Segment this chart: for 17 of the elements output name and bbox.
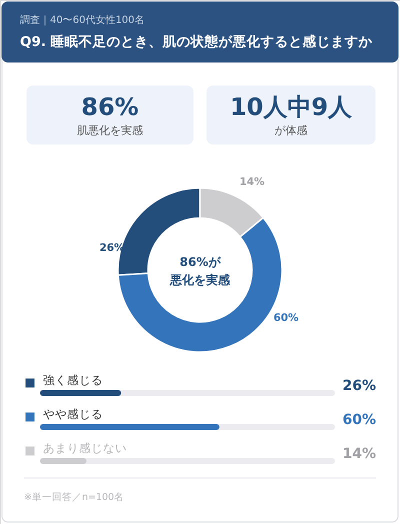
data-label: 60%	[273, 312, 300, 324]
legend-label: 強く感じる	[43, 373, 103, 387]
text: 86%が	[180, 255, 222, 269]
text: 肌悪化を実感	[77, 124, 143, 137]
text: 14%	[342, 446, 376, 462]
data-label: 14%	[239, 176, 266, 188]
text: 26%	[342, 378, 376, 394]
text: ※単一回答／n=100名	[24, 491, 124, 503]
text: 悪化を実感	[169, 273, 231, 287]
text: 10人中9人	[230, 93, 354, 121]
chart-title: Q9. 睡眠不足のとき、肌の状態が悪化すると感じますか	[20, 33, 374, 50]
text: 60%	[342, 412, 376, 428]
chart-subtitle: 調査｜40〜60代女性100名	[20, 14, 145, 26]
legend-label: やや感じる	[43, 407, 103, 421]
text: 86%	[81, 93, 139, 121]
text: が体感	[274, 124, 308, 137]
legend-label: あまり感じない	[43, 441, 127, 455]
